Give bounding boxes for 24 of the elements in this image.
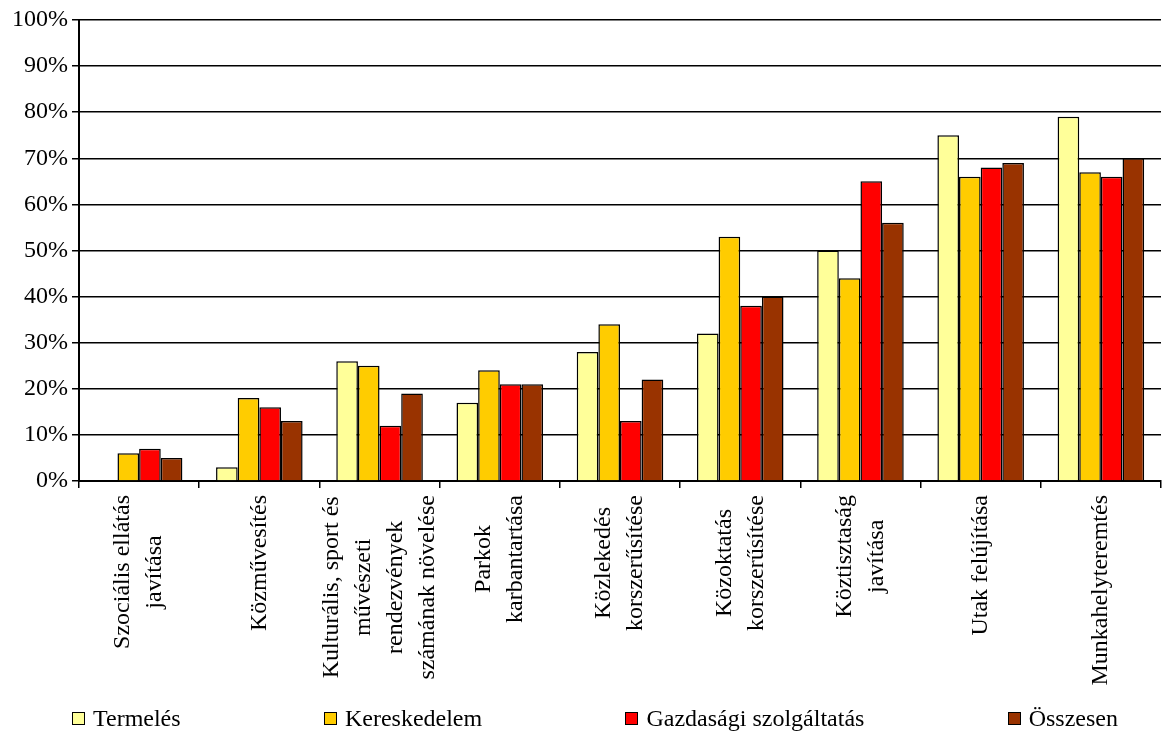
legend-label: Összesen [1028, 705, 1118, 731]
x-tick-label: Utak felújítása [965, 494, 992, 636]
x-tick-label: Munkahelyteremtés [1086, 495, 1113, 686]
y-tick-label: 0% [36, 466, 68, 493]
legend-label: Gazdasági szolgáltatás [646, 705, 865, 731]
legend-label: Kereskedelem [344, 705, 483, 731]
y-tick-label: 30% [24, 328, 68, 354]
y-tick-label: 40% [24, 281, 68, 308]
y-tick-label: 90% [24, 51, 68, 78]
x-tick-label: Parkok karbantartása [469, 494, 528, 623]
x-tick-label: Kulturális, sport és művészeti rendezvények számának növelése [316, 494, 439, 680]
y-tick-label: 60% [24, 189, 68, 216]
y-tick-label: 50% [24, 235, 68, 262]
y-tick-label: 20% [24, 374, 68, 401]
x-tick-label: Köztisztaság javítása [829, 495, 888, 618]
x-tick-label: Szociális ellátás javítása [108, 495, 167, 649]
y-tick-label: 70% [24, 143, 68, 170]
x-tick-label: Közoktatás korszerűsítése [709, 495, 768, 631]
y-tick-label: 80% [24, 97, 68, 124]
y-tick-label: 10% [24, 420, 68, 447]
y-tick-label: 100% [12, 5, 68, 32]
x-tick-label: Közlekedés korszerűsítése [589, 495, 648, 631]
x-tick-label: Közművesítés [244, 494, 271, 631]
legend-label: Termelés [93, 705, 181, 731]
